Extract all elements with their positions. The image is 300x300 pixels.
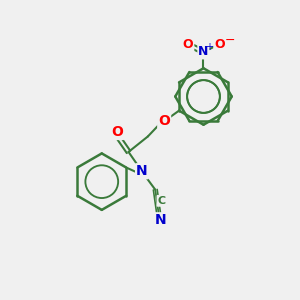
Text: N: N — [154, 213, 166, 227]
Text: O: O — [111, 125, 123, 139]
Text: +: + — [205, 42, 213, 52]
Text: O: O — [158, 114, 170, 128]
Text: −: − — [225, 34, 236, 47]
Text: C: C — [158, 196, 166, 206]
Text: O: O — [183, 38, 194, 51]
Text: N: N — [198, 45, 209, 58]
Text: O: O — [214, 38, 225, 51]
Text: N: N — [136, 164, 148, 178]
